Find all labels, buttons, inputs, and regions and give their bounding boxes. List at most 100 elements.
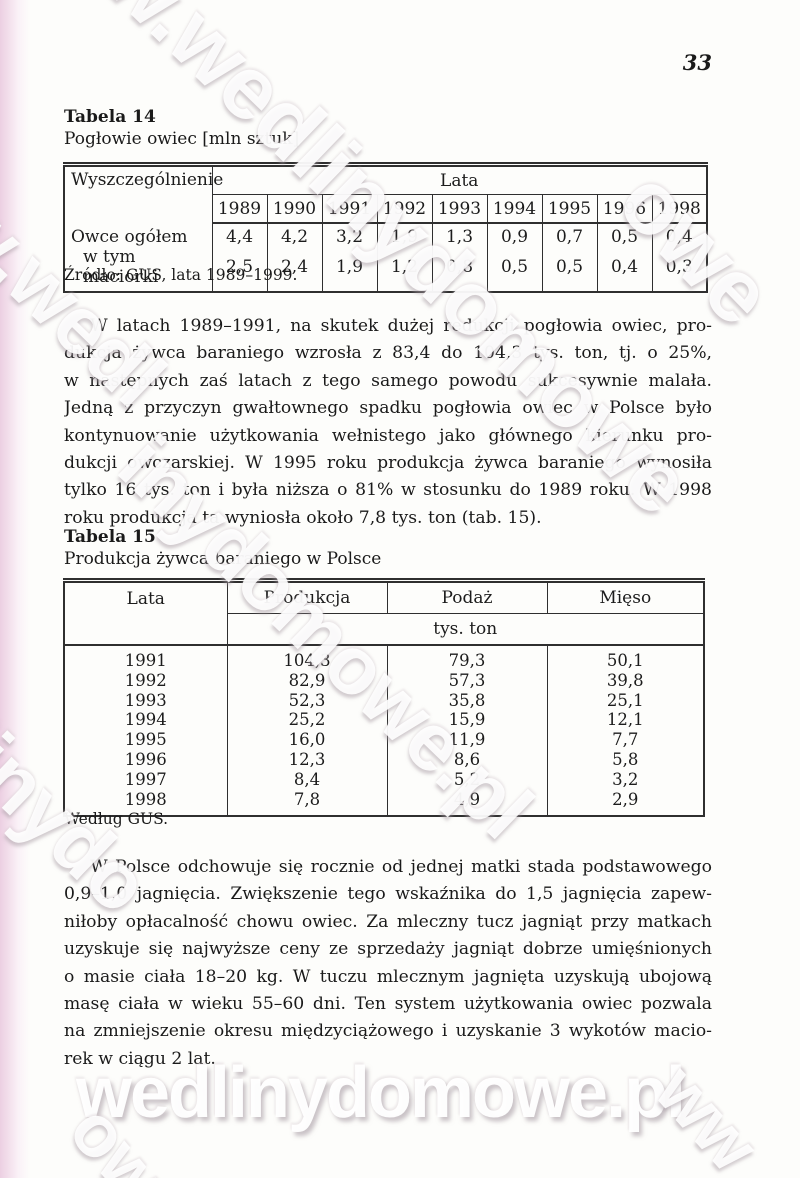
paragraph-line: dukcji owczarskiej. W 1995 roku produkcj… xyxy=(64,452,712,473)
page-edge-gradient xyxy=(0,0,30,1178)
table14-header-group: Lata xyxy=(212,164,707,195)
paragraph-line: na zmniejszenie okresu międzyciążowego i… xyxy=(64,1021,712,1042)
year-header-cell: 1989 xyxy=(211,194,267,224)
page-number: 33 xyxy=(682,50,712,75)
table14-subtitle: Pogłowie owiec [mln sztuk] xyxy=(64,129,300,149)
value-cell: 2,9 xyxy=(546,789,704,817)
table-row: 1998 7,8 4,9 2,9 xyxy=(64,789,704,817)
table-row: 1997 8,4 5,2 3,2 xyxy=(64,769,704,790)
table-row: 1995 16,0 11,9 7,7 xyxy=(64,730,704,750)
paragraph-line: rek w ciągu 2 lat. xyxy=(64,1048,216,1069)
table15-col-mieso: Mięso xyxy=(546,580,704,614)
table-row: 1991 104,3 79,3 50,1 xyxy=(64,645,704,671)
value-cell: 0,4 xyxy=(651,223,707,247)
table15-col-podaz: Podaż xyxy=(386,580,547,614)
value-cell: 7,7 xyxy=(546,730,704,750)
table-row: 1993 52,3 35,8 25,1 xyxy=(64,690,704,711)
year-cell: 1994 xyxy=(124,710,167,730)
paragraph-line: w następnych zaś latach z tego samego po… xyxy=(64,370,712,391)
table14-years-row: 1989 1990 1991 1992 1993 1994 1995 1996 1998 xyxy=(64,194,707,224)
value-cell: 2,4 xyxy=(266,247,322,292)
value-cell: 0,4 xyxy=(596,247,652,292)
year-header-cell: 1998 xyxy=(651,194,707,224)
row-label-cell: Owce ogółem xyxy=(64,223,213,247)
table-row: 1996 12,3 8,6 5,8 xyxy=(64,749,704,770)
value-cell: 104,3 xyxy=(226,645,387,671)
value-cell: 39,8 xyxy=(546,670,704,691)
year-header-cell: 1991 xyxy=(321,194,377,224)
value-cell: 5,2 xyxy=(386,769,547,790)
value-cell: 0,5 xyxy=(541,247,597,292)
value-cell: 12,3 xyxy=(226,749,387,770)
value-cell: 0,9 xyxy=(486,223,542,247)
year-header-cell: 1990 xyxy=(266,194,322,224)
paragraph-line: W Polsce odchowuje się rocznie od jednej… xyxy=(90,857,712,877)
value-cell: 5,8 xyxy=(546,749,704,770)
value-cell: 1,3 xyxy=(431,223,487,247)
value-cell: 8,6 xyxy=(386,749,547,770)
value-cell: 25,2 xyxy=(226,710,387,731)
value-cell: 3,2 xyxy=(321,223,377,247)
year-cell: 1995 xyxy=(124,730,167,750)
paragraph-line: niłoby opłacalność chowu owiec. Za mlecz… xyxy=(64,911,712,932)
paragraph-line: 0,9–1,0 jagnięcia. Zwiększenie tego wska… xyxy=(64,884,712,905)
table-row: w tym maciorki 2,5 2,4 1,9 1,2 0,8 0,5 0,5 0,4 0,… xyxy=(64,247,707,292)
table14-header-label: Wyszczególnienie xyxy=(64,164,223,223)
table15-col-lata: Lata xyxy=(64,580,228,646)
value-cell: 0,7 xyxy=(541,223,597,247)
paragraph-line: uzyskuje się najwyższe ceny ze sprzedaży… xyxy=(64,939,712,960)
paragraph-line: kontynuowanie użytkowania wełnistego jak… xyxy=(64,425,712,446)
table14: Wyszczególnienie Lata 1989 1990 1991 1992 19… xyxy=(63,162,708,293)
watermark-bottom-left-fragment: owe xyxy=(53,1088,208,1178)
year-cell: 1993 xyxy=(124,690,167,710)
table-row: 1992 82,9 57,3 39,8 xyxy=(64,670,704,691)
year-cell: 1998 xyxy=(124,789,167,809)
table15: Lata Produkcja Podaż Mięso tys. ton 1991… xyxy=(63,578,705,818)
value-cell: 0,5 xyxy=(486,247,542,292)
value-cell: 2,5 xyxy=(211,247,267,292)
table15-title: Tabela 15 xyxy=(64,527,156,547)
value-cell: 57,3 xyxy=(386,670,547,691)
value-cell: 12,1 xyxy=(546,710,704,731)
paragraph-line: masę ciała w wieku 55–60 dni. Ten system… xyxy=(64,993,712,1014)
table14-title: Tabela 14 xyxy=(64,107,156,127)
year-header-cell: 1996 xyxy=(596,194,652,224)
paragraph-1: W latach 1989–1991, na skutek dużej redu… xyxy=(64,313,712,532)
value-cell: 8,4 xyxy=(226,769,387,790)
table15-source: Według GUS. xyxy=(64,810,169,828)
value-cell: 4,4 xyxy=(211,223,267,247)
paragraph-2: W Polsce odchowuje się rocznie od jednej… xyxy=(64,854,712,1073)
paragraph-line: dukcja żywca baraniego wzrosła z 83,4 do… xyxy=(64,343,712,364)
value-cell: 15,9 xyxy=(386,710,547,731)
row-label-cell: w tym maciorki xyxy=(64,247,213,292)
value-cell: 7,8 xyxy=(226,789,387,817)
table14-source: Źródło: GUS, lata 1989–1999. xyxy=(64,266,298,284)
year-cell: 1991 xyxy=(124,651,167,670)
value-cell: 52,3 xyxy=(226,690,387,711)
table15-subtitle: Produkcja żywca baraniego w Polsce xyxy=(64,549,382,569)
paragraph-line: Jedną z przyczyn gwałtownego spadku pogł… xyxy=(64,398,712,419)
value-cell: 4,2 xyxy=(266,223,322,247)
value-cell: 1,2 xyxy=(376,247,432,292)
year-cell: 1996 xyxy=(124,749,167,769)
value-cell: 3,2 xyxy=(546,769,704,790)
year-header-cell: 1992 xyxy=(376,194,432,224)
value-cell: 50,1 xyxy=(546,645,704,671)
table14-body: Owce ogółem 4,4 4,2 3,2 1,9 1,3 0,9 0,7 0,5 0,4 w … xyxy=(64,223,707,292)
year-header-cell: 1993 xyxy=(431,194,487,224)
value-cell: 0,5 xyxy=(596,223,652,247)
value-cell: 0,8 xyxy=(431,247,487,292)
table-row: Owce ogółem 4,4 4,2 3,2 1,9 1,3 0,9 0,7 0,5 0,4 xyxy=(64,223,707,247)
year-header-cell: 1995 xyxy=(541,194,597,224)
paragraph-line: W latach 1989–1991, na skutek dużej redu… xyxy=(90,316,712,336)
table15-col-produkcja: Produkcja xyxy=(226,580,387,614)
value-cell: 79,3 xyxy=(386,645,547,671)
year-cell: 1997 xyxy=(124,769,167,789)
value-cell: 82,9 xyxy=(226,670,387,691)
value-cell: 0,3 xyxy=(651,247,707,292)
value-cell: 16,0 xyxy=(226,730,387,750)
value-cell: 4,9 xyxy=(386,789,547,817)
year-cell: 1992 xyxy=(124,670,167,690)
value-cell: 35,8 xyxy=(386,690,547,711)
